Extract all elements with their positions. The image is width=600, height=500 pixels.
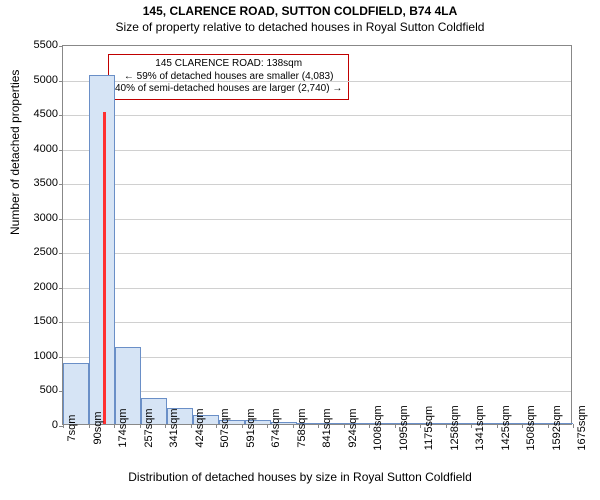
gridline bbox=[63, 253, 571, 254]
annotation-line1: 145 CLARENCE ROAD: 138sqm bbox=[115, 58, 342, 71]
ytick-label: 3000 bbox=[8, 212, 58, 224]
xtick-mark bbox=[318, 424, 319, 428]
annotation-box: 145 CLARENCE ROAD: 138sqm ← 59% of detac… bbox=[108, 54, 349, 100]
xtick-mark bbox=[471, 424, 472, 428]
ytick-label: 2500 bbox=[8, 246, 58, 258]
ytick-mark bbox=[59, 219, 63, 220]
ytick-mark bbox=[59, 253, 63, 254]
xtick-mark bbox=[191, 424, 192, 428]
xtick-label: 341sqm bbox=[168, 408, 180, 447]
xtick-mark bbox=[114, 424, 115, 428]
xtick-mark bbox=[446, 424, 447, 428]
xtick-mark bbox=[89, 424, 90, 428]
ytick-label: 4000 bbox=[8, 143, 58, 155]
xtick-mark bbox=[497, 424, 498, 428]
xtick-mark bbox=[369, 424, 370, 428]
ytick-label: 5000 bbox=[8, 74, 58, 86]
xtick-mark bbox=[293, 424, 294, 428]
ytick-mark bbox=[59, 288, 63, 289]
xtick-label: 1425sqm bbox=[500, 405, 512, 450]
xtick-mark bbox=[548, 424, 549, 428]
xtick-label: 674sqm bbox=[270, 408, 282, 447]
ytick-label: 4500 bbox=[8, 108, 58, 120]
xtick-label: 1592sqm bbox=[551, 405, 563, 450]
xtick-mark bbox=[140, 424, 141, 428]
annotation-line3: 40% of semi-detached houses are larger (… bbox=[115, 83, 342, 96]
gridline bbox=[63, 81, 571, 82]
highlight-bar bbox=[103, 112, 106, 424]
xtick-label: 1258sqm bbox=[449, 405, 461, 450]
ytick-label: 2000 bbox=[8, 281, 58, 293]
xtick-mark bbox=[242, 424, 243, 428]
chart-subtitle: Size of property relative to detached ho… bbox=[0, 18, 600, 34]
ytick-label: 3500 bbox=[8, 177, 58, 189]
chart-plot-area: 145 CLARENCE ROAD: 138sqm ← 59% of detac… bbox=[62, 45, 572, 425]
xtick-mark bbox=[165, 424, 166, 428]
ytick-mark bbox=[59, 184, 63, 185]
xtick-mark bbox=[63, 424, 64, 428]
ytick-label: 0 bbox=[8, 419, 58, 431]
gridline bbox=[63, 322, 571, 323]
gridline bbox=[63, 150, 571, 151]
gridline bbox=[63, 288, 571, 289]
xtick-mark bbox=[420, 424, 421, 428]
x-axis-label: Distribution of detached houses by size … bbox=[0, 470, 600, 484]
xtick-label: 1675sqm bbox=[576, 405, 588, 450]
ytick-label: 5500 bbox=[8, 39, 58, 51]
xtick-label: 1175sqm bbox=[423, 406, 435, 450]
xtick-label: 174sqm bbox=[117, 408, 129, 447]
ytick-label: 500 bbox=[8, 384, 58, 396]
xtick-label: 1341sqm bbox=[474, 405, 486, 450]
ytick-mark bbox=[59, 46, 63, 47]
xtick-label: 424sqm bbox=[194, 408, 206, 447]
xtick-mark bbox=[344, 424, 345, 428]
xtick-label: 257sqm bbox=[143, 408, 155, 447]
xtick-mark bbox=[522, 424, 523, 428]
xtick-label: 1508sqm bbox=[525, 405, 537, 450]
xtick-mark bbox=[267, 424, 268, 428]
xtick-label: 1095sqm bbox=[398, 405, 410, 450]
xtick-mark bbox=[216, 424, 217, 428]
xtick-label: 1008sqm bbox=[372, 405, 384, 450]
ytick-mark bbox=[59, 115, 63, 116]
histogram-bar bbox=[89, 75, 115, 424]
chart-title: 145, CLARENCE ROAD, SUTTON COLDFIELD, B7… bbox=[0, 0, 600, 18]
xtick-label: 924sqm bbox=[347, 408, 359, 447]
xtick-label: 758sqm bbox=[296, 408, 308, 447]
xtick-label: 90sqm bbox=[92, 411, 104, 444]
ytick-label: 1000 bbox=[8, 350, 58, 362]
ytick-mark bbox=[59, 322, 63, 323]
gridline bbox=[63, 184, 571, 185]
ytick-mark bbox=[59, 81, 63, 82]
xtick-label: 841sqm bbox=[321, 408, 333, 447]
gridline bbox=[63, 115, 571, 116]
ytick-mark bbox=[59, 150, 63, 151]
ytick-label: 1500 bbox=[8, 315, 58, 327]
xtick-mark bbox=[573, 424, 574, 428]
gridline bbox=[63, 219, 571, 220]
xtick-mark bbox=[395, 424, 396, 428]
xtick-label: 7sqm bbox=[66, 415, 78, 442]
ytick-mark bbox=[59, 357, 63, 358]
xtick-label: 591sqm bbox=[245, 408, 257, 447]
xtick-label: 507sqm bbox=[219, 408, 231, 447]
